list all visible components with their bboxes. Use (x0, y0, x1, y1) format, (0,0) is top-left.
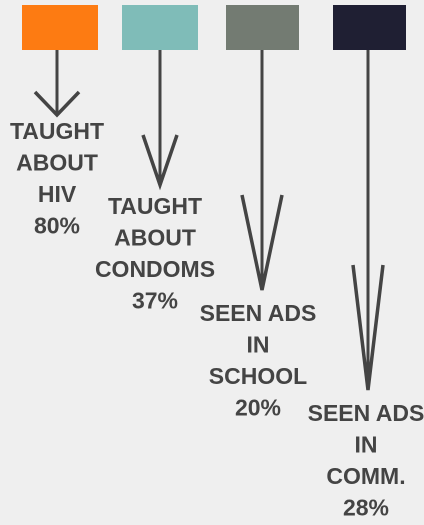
label-line: TAUGHT (10, 118, 104, 144)
color-box (22, 5, 98, 50)
value-label: 28% (343, 495, 389, 521)
label-line: ABOUT (114, 225, 196, 251)
label-line: IN (247, 332, 270, 358)
value-label: 80% (34, 213, 80, 239)
value-label: 37% (132, 288, 178, 314)
label-line: IN (355, 432, 378, 458)
arrow-head (351, 264, 385, 391)
arrow-head (141, 134, 179, 191)
label-line: TAUGHT (108, 193, 202, 219)
color-box (226, 5, 299, 50)
label-line: SEEN ADS (308, 400, 424, 426)
label-line: SEEN ADS (200, 300, 317, 326)
label-line: HIV (38, 181, 77, 207)
label-line: COMM. (326, 463, 405, 489)
arrow-head (33, 90, 81, 118)
label-line: CONDOMS (95, 256, 215, 282)
color-box (333, 5, 406, 50)
label-line: ABOUT (16, 150, 98, 176)
arrow-head (240, 194, 284, 291)
label-line: SCHOOL (209, 363, 307, 389)
color-box (122, 5, 198, 50)
value-label: 20% (235, 395, 281, 421)
